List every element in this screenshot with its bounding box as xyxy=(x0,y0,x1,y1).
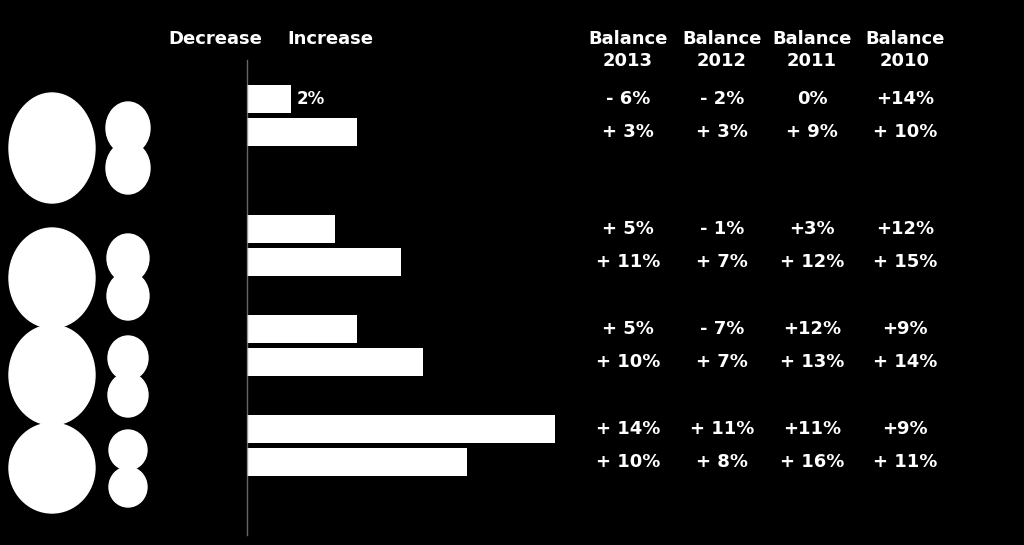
Text: + 7%: + 7% xyxy=(696,253,748,271)
Text: +12%: +12% xyxy=(876,220,934,238)
Ellipse shape xyxy=(108,373,148,417)
Text: Balance
2012: Balance 2012 xyxy=(682,30,762,70)
Text: Increase: Increase xyxy=(287,30,373,48)
Bar xyxy=(247,215,335,243)
Text: 0%: 0% xyxy=(797,90,827,108)
Text: + 7%: + 7% xyxy=(696,353,748,371)
Text: + 10%: + 10% xyxy=(596,453,660,471)
Text: +14%: +14% xyxy=(876,90,934,108)
Text: + 10%: + 10% xyxy=(596,353,660,371)
Text: 2%: 2% xyxy=(297,90,326,108)
Ellipse shape xyxy=(9,93,95,203)
Text: - 1%: - 1% xyxy=(699,220,744,238)
Bar xyxy=(247,118,357,146)
Text: Balance
2010: Balance 2010 xyxy=(865,30,945,70)
Bar xyxy=(247,248,401,276)
Text: +9%: +9% xyxy=(883,420,928,438)
Ellipse shape xyxy=(106,142,150,194)
Text: +12%: +12% xyxy=(783,320,841,338)
Text: +11%: +11% xyxy=(783,420,841,438)
Text: + 10%: + 10% xyxy=(872,123,937,141)
Text: + 5%: + 5% xyxy=(602,320,654,338)
Text: - 6%: - 6% xyxy=(606,90,650,108)
Text: - 7%: - 7% xyxy=(699,320,744,338)
Ellipse shape xyxy=(109,430,147,470)
Bar xyxy=(247,448,467,476)
Text: + 15%: + 15% xyxy=(872,253,937,271)
Text: + 11%: + 11% xyxy=(690,420,755,438)
Ellipse shape xyxy=(106,234,150,282)
Ellipse shape xyxy=(9,228,95,328)
Text: + 13%: + 13% xyxy=(780,353,844,371)
Text: +3%: +3% xyxy=(790,220,835,238)
Ellipse shape xyxy=(9,423,95,513)
Bar xyxy=(247,348,423,376)
Text: + 11%: + 11% xyxy=(596,253,660,271)
Text: + 3%: + 3% xyxy=(602,123,654,141)
Ellipse shape xyxy=(106,272,150,320)
Ellipse shape xyxy=(109,467,147,507)
Text: + 14%: + 14% xyxy=(872,353,937,371)
Ellipse shape xyxy=(9,325,95,425)
Text: Balance
2011: Balance 2011 xyxy=(772,30,852,70)
Text: Balance
2013: Balance 2013 xyxy=(589,30,668,70)
Text: + 8%: + 8% xyxy=(696,453,748,471)
Text: +9%: +9% xyxy=(883,320,928,338)
Text: Decrease: Decrease xyxy=(168,30,262,48)
Bar xyxy=(247,315,357,343)
Text: + 16%: + 16% xyxy=(780,453,844,471)
Ellipse shape xyxy=(108,336,148,380)
Text: + 12%: + 12% xyxy=(780,253,844,271)
Ellipse shape xyxy=(106,102,150,154)
Text: + 9%: + 9% xyxy=(786,123,838,141)
Text: + 5%: + 5% xyxy=(602,220,654,238)
Bar xyxy=(247,415,555,443)
Bar xyxy=(247,85,291,113)
Text: + 14%: + 14% xyxy=(596,420,660,438)
Text: - 2%: - 2% xyxy=(699,90,744,108)
Text: + 11%: + 11% xyxy=(872,453,937,471)
Text: + 3%: + 3% xyxy=(696,123,748,141)
